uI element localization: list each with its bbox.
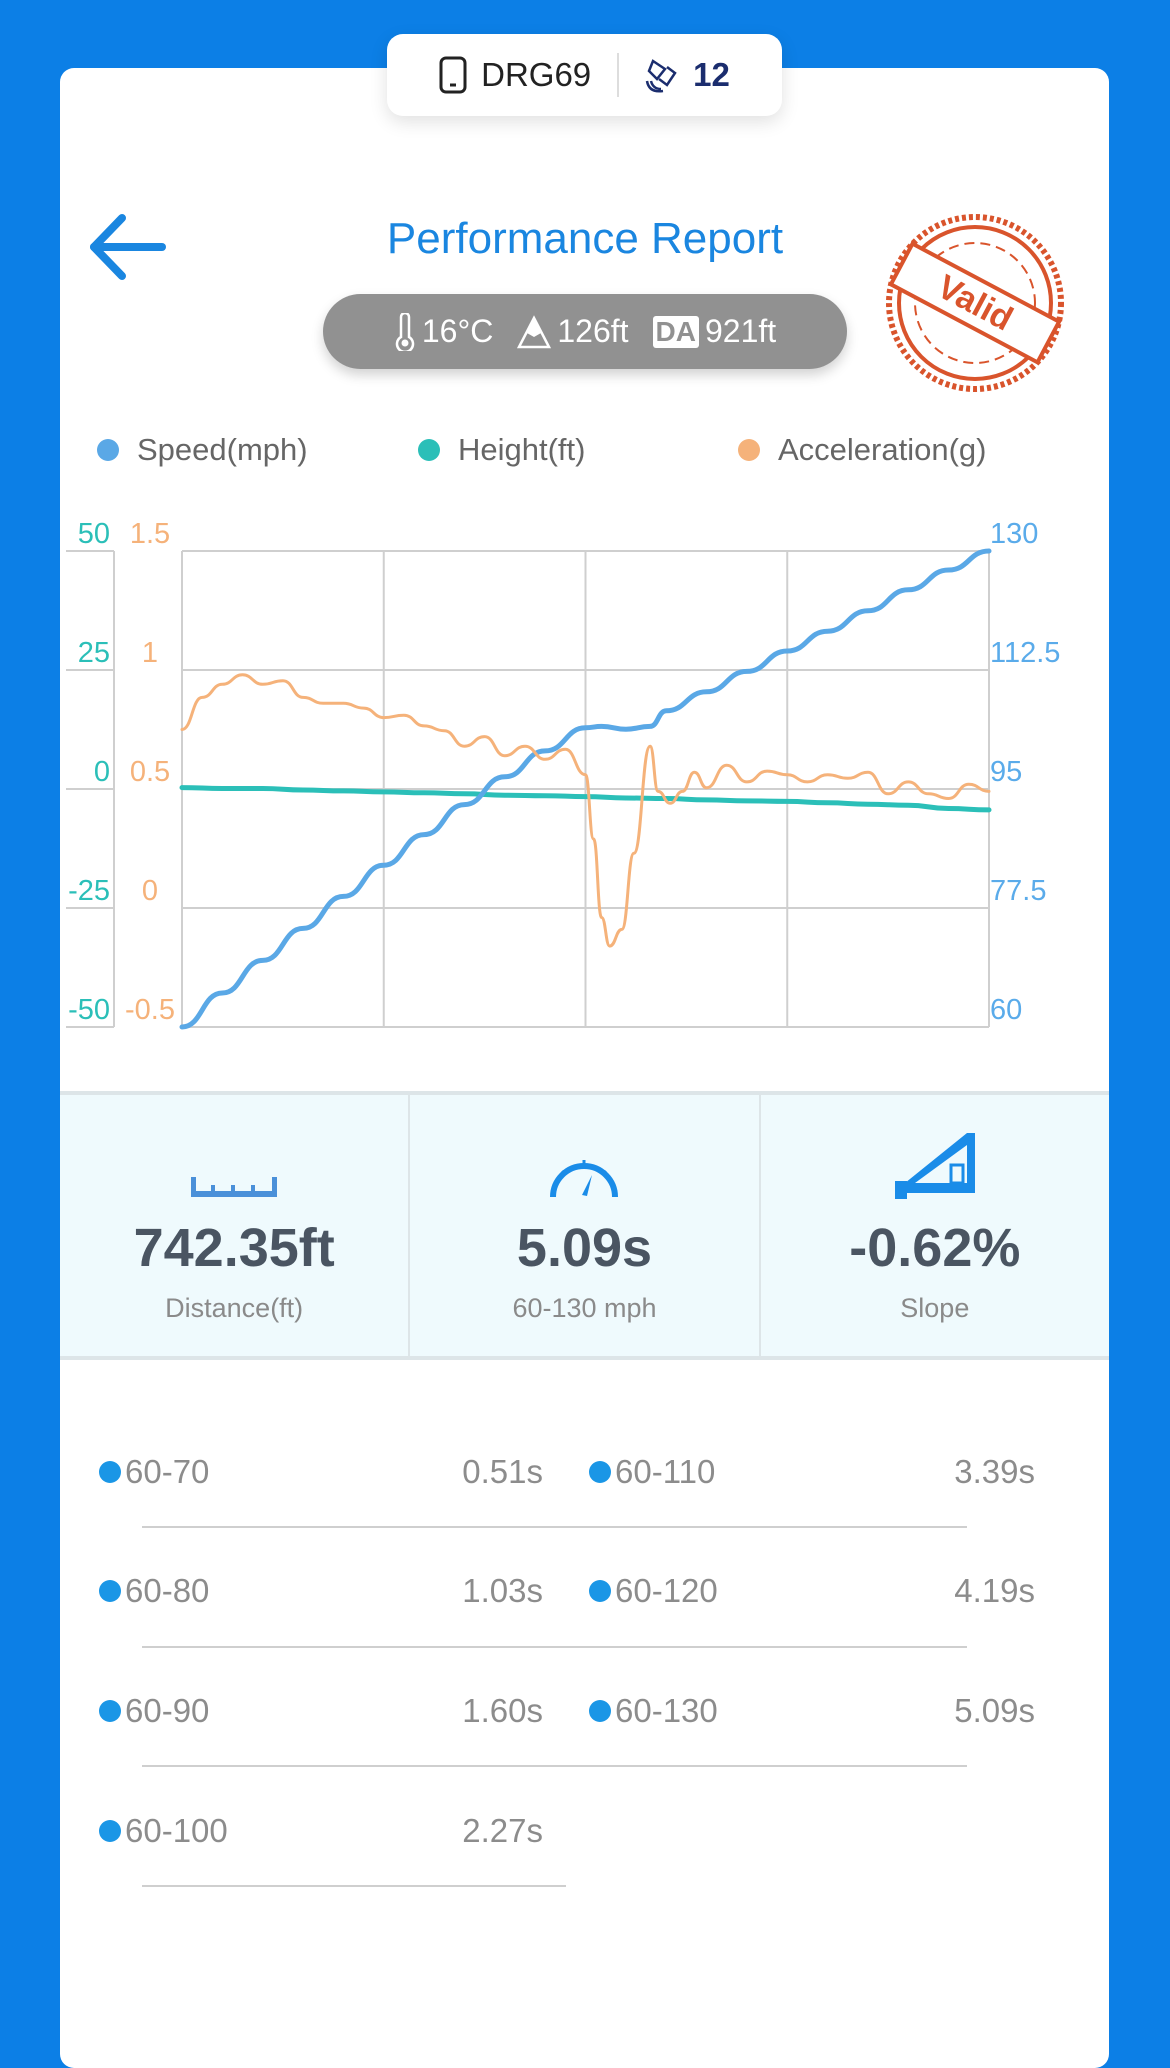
stat-time: 5.09s 60-130 mph	[408, 1095, 758, 1356]
stat-slope: -0.62% Slope	[758, 1095, 1109, 1356]
split-value: 2.27s	[462, 1812, 543, 1849]
series-line-acceleration-g	[180, 673, 991, 948]
split-label: 60-120	[615, 1572, 718, 1609]
split-label: 60-130	[615, 1692, 718, 1729]
height-tick-label: 0	[94, 756, 110, 788]
acceleration-tick-label: 0	[142, 875, 158, 907]
acceleration-tick-label: 1	[142, 637, 158, 669]
arrow-left-icon[interactable]	[88, 212, 168, 282]
divider	[142, 1765, 967, 1767]
ruler-icon	[191, 1177, 278, 1197]
report-card	[60, 68, 1109, 2068]
stat-label: Distance(ft)	[165, 1293, 304, 1323]
split-label: 60-90	[125, 1692, 210, 1729]
split-value: 4.19s	[954, 1572, 1035, 1609]
altitude: 126ft	[557, 313, 629, 349]
thermometer-icon	[395, 312, 415, 351]
bullet-icon	[99, 1700, 121, 1722]
speed-tick-label: 77.5	[990, 875, 1046, 907]
satellite-count: 12	[693, 56, 730, 93]
valid-stamp: Valid	[886, 214, 1064, 392]
stat-label: Slope	[900, 1293, 970, 1323]
height-tick-label: 25	[78, 637, 110, 669]
slope-icon	[894, 1133, 975, 1199]
split-label: 60-100	[125, 1812, 228, 1849]
speedometer-icon	[550, 1160, 619, 1198]
height-tick-label: 50	[78, 518, 110, 550]
acceleration-tick-label: 0.5	[130, 756, 170, 788]
split-row: 60-90 1.60s	[99, 1691, 543, 1731]
conditions-pill: 16°C 126ft DA 921ft	[323, 294, 847, 369]
series-line-speed-mph	[179, 548, 992, 1030]
split-row: 60-100 2.27s	[99, 1811, 543, 1851]
bullet-icon	[99, 1820, 121, 1842]
bullet-icon	[589, 1700, 611, 1722]
split-value: 0.51s	[462, 1453, 543, 1490]
split-value: 1.03s	[462, 1572, 543, 1609]
height-tick-label: -25	[68, 875, 110, 907]
split-value: 3.39s	[954, 1453, 1035, 1490]
bullet-icon	[589, 1461, 611, 1483]
stat-distance: 742.35ft Distance(ft)	[60, 1095, 408, 1356]
phone-icon	[439, 56, 467, 94]
stats-panel: 742.35ft Distance(ft) 5.09s 60-130 mph -…	[60, 1091, 1109, 1360]
split-row: 60-110 3.39s	[589, 1452, 1035, 1492]
divider	[142, 1646, 967, 1648]
split-label: 60-110	[615, 1453, 716, 1490]
density-altitude: 921ft	[704, 313, 777, 349]
da-badge: DA	[652, 315, 699, 348]
satellite-icon	[645, 59, 677, 93]
split-value: 5.09s	[954, 1692, 1035, 1729]
acceleration-tick-label: -0.5	[125, 994, 175, 1026]
split-row: 60-120 4.19s	[589, 1571, 1035, 1611]
speed-tick-label: 130	[990, 518, 1038, 550]
divider	[142, 1885, 566, 1887]
legend-speed[interactable]: Speed(mph)	[97, 432, 308, 468]
stat-label: 60-130 mph	[512, 1293, 657, 1323]
split-row: 60-70 0.51s	[99, 1452, 543, 1492]
bullet-icon	[589, 1580, 611, 1602]
legend-dot	[738, 439, 760, 461]
legend-dot	[418, 439, 440, 461]
split-label: 60-70	[125, 1453, 210, 1490]
height-tick-label: -50	[68, 994, 110, 1026]
divider	[142, 1526, 967, 1528]
legend-height[interactable]: Height(ft)	[418, 432, 585, 468]
speed-tick-label: 60	[990, 994, 1022, 1026]
speed-tick-label: 112.5	[990, 637, 1060, 669]
divider	[617, 53, 620, 97]
device-pill[interactable]: DRG69 12	[387, 34, 782, 116]
legend-dot	[97, 439, 119, 461]
split-row: 60-130 5.09s	[589, 1691, 1035, 1731]
speed-tick-label: 95	[990, 756, 1022, 788]
temperature: 16°C	[421, 313, 494, 349]
stat-value: 742.35ft	[133, 1218, 335, 1278]
legend-label: Height(ft)	[458, 432, 586, 467]
stat-value: -0.62%	[849, 1218, 1021, 1278]
split-row: 60-80 1.03s	[99, 1571, 543, 1611]
legend-acceleration[interactable]: Acceleration(g)	[738, 432, 986, 468]
stat-value: 5.09s	[516, 1218, 653, 1278]
split-label: 60-80	[125, 1572, 210, 1609]
bullet-icon	[99, 1580, 121, 1602]
legend-label: Acceleration(g)	[778, 432, 987, 467]
device-name: DRG69	[481, 56, 592, 93]
split-value: 1.60s	[462, 1692, 543, 1729]
bullet-icon	[99, 1461, 121, 1483]
series-line-height-ft	[179, 785, 992, 813]
page-title: Performance Report	[386, 214, 784, 263]
acceleration-tick-label: 1.5	[130, 518, 170, 550]
performance-chart: 50 25 0 -25 -50 1.5 1 0.5 0 -0.5 130 112.5 95 77.5 60	[66, 518, 1060, 1030]
legend-label: Speed(mph)	[137, 432, 308, 467]
mountain-icon	[517, 314, 552, 348]
